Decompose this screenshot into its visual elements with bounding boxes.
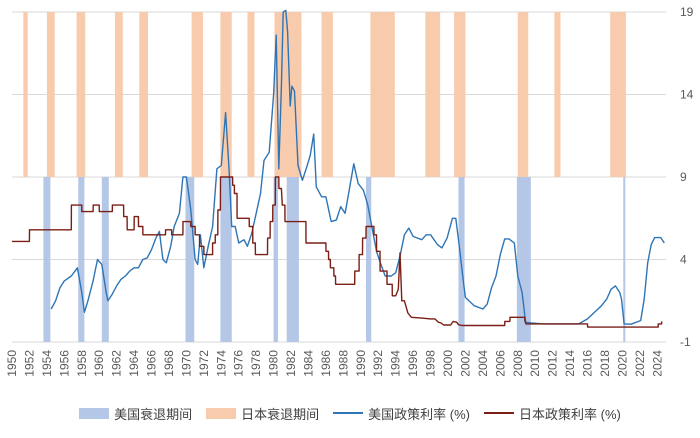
x-tick-label-1972: 1972 xyxy=(197,350,211,377)
legend-label-jp-recession: 日本衰退期间 xyxy=(241,406,320,422)
jp-recession-band-15 xyxy=(610,12,626,177)
x-tick-label-1988: 1988 xyxy=(336,350,350,377)
legend-swatch-jp-rate xyxy=(484,412,515,414)
legend-swatch-us-recession xyxy=(79,407,110,419)
legend: 美国衰退期间 日本衰退期间 美国政策利率 (%) 日本政策利率 (%) xyxy=(0,401,700,425)
x-tick-label-1990: 1990 xyxy=(354,350,368,377)
jp-recession-bands xyxy=(23,12,626,177)
jp-recession-band-9 xyxy=(321,12,333,177)
legend-label-us-recession: 美国衰退期间 xyxy=(114,406,193,422)
legend-item-jp-recession: 日本衰退期间 xyxy=(206,404,319,423)
x-tick-label-2012: 2012 xyxy=(546,350,560,377)
x-tick-label-1986: 1986 xyxy=(319,350,333,377)
y-tick-label-3: 4 xyxy=(680,253,687,267)
jp-recession-band-14 xyxy=(554,12,561,177)
us-recession-band-4 xyxy=(220,177,232,342)
x-tick-label-2024: 2024 xyxy=(650,350,664,377)
x-tick-label-1966: 1966 xyxy=(145,350,159,377)
x-tick-label-2016: 2016 xyxy=(581,350,595,377)
x-tick-label-1980: 1980 xyxy=(267,350,281,377)
x-tick-label-1958: 1958 xyxy=(75,350,89,377)
us-recession-band-5 xyxy=(273,177,278,342)
legend-item-us-recession: 美国衰退期间 xyxy=(79,404,192,423)
legend-swatch-jp-recession xyxy=(206,407,237,419)
x-tick-label-2004: 2004 xyxy=(476,350,490,377)
jp-recession-band-0 xyxy=(23,12,28,177)
legend-swatch-us-rate xyxy=(333,412,364,414)
us-recession-band-3 xyxy=(185,177,195,342)
x-tick-label-1962: 1962 xyxy=(110,350,124,377)
x-tick-label-2008: 2008 xyxy=(511,350,525,377)
rate-lines xyxy=(12,9,665,328)
jp-recession-band-12 xyxy=(454,12,466,177)
legend-label-jp-rate: 日本政策利率 (%) xyxy=(519,406,621,422)
axis-ticks: 19 14 9 4 -1 1950 1952 1954 1956 1958 1960 1962 1964… xyxy=(5,5,694,377)
us-recession-bands xyxy=(43,177,626,342)
x-tick-label-2002: 2002 xyxy=(458,350,472,377)
us-recession-band-9 xyxy=(516,177,531,342)
y-tick-label-0: 19 xyxy=(680,5,694,19)
x-tick-label-2000: 2000 xyxy=(441,350,455,377)
us-rate-line xyxy=(50,9,665,325)
jp-recession-band-3 xyxy=(114,12,123,177)
x-tick-label-1968: 1968 xyxy=(162,350,176,377)
x-tick-label-1992: 1992 xyxy=(371,350,385,377)
x-tick-label-2018: 2018 xyxy=(598,350,612,377)
legend-item-us-rate: 美国政策利率 (%) xyxy=(333,404,470,423)
jp-recession-band-1 xyxy=(46,12,55,177)
x-tick-label-1978: 1978 xyxy=(249,350,263,377)
x-tick-label-1964: 1964 xyxy=(127,350,141,377)
x-tick-label-1950: 1950 xyxy=(5,350,19,377)
jp-recession-band-7 xyxy=(247,12,255,177)
x-tick-label-2006: 2006 xyxy=(493,350,507,377)
jp-rate-line xyxy=(12,176,663,328)
jp-recession-band-10 xyxy=(370,12,395,177)
x-tick-label-1984: 1984 xyxy=(301,350,315,377)
y-tick-label-4: -1 xyxy=(680,335,691,349)
jp-recession-band-13 xyxy=(517,12,529,177)
us-recession-band-2 xyxy=(101,177,109,342)
x-tick-label-1954: 1954 xyxy=(40,350,54,377)
x-tick-label-1952: 1952 xyxy=(22,350,36,377)
x-tick-label-1976: 1976 xyxy=(232,350,246,377)
jp-recession-band-4 xyxy=(139,12,149,177)
x-tick-label-1974: 1974 xyxy=(214,350,228,377)
us-recession-band-10 xyxy=(623,177,626,342)
gridlines xyxy=(12,11,666,343)
jp-recession-band-5 xyxy=(191,12,203,177)
y-tick-label-1: 14 xyxy=(680,88,694,102)
x-tick-label-1998: 1998 xyxy=(424,350,438,377)
us-recession-band-7 xyxy=(366,177,372,342)
jp-recession-band-2 xyxy=(76,12,86,177)
y-tick-label-2: 9 xyxy=(680,170,687,184)
x-tick-label-2010: 2010 xyxy=(528,350,542,377)
us-recession-band-0 xyxy=(43,177,51,342)
us-recession-band-1 xyxy=(78,177,85,342)
x-tick-label-1956: 1956 xyxy=(57,350,71,377)
legend-label-us-rate: 美国政策利率 (%) xyxy=(368,406,471,422)
x-tick-label-2020: 2020 xyxy=(615,350,629,377)
x-tick-label-1996: 1996 xyxy=(406,350,420,377)
chart-svg: 19 14 9 4 -1 1950 1952 1954 1956 1958 1960 1962 1964… xyxy=(5,5,694,377)
jp-recession-band-6 xyxy=(220,12,232,177)
x-tick-label-1994: 1994 xyxy=(389,350,403,377)
x-tick-label-1970: 1970 xyxy=(179,350,193,377)
x-tick-label-2014: 2014 xyxy=(563,350,577,377)
x-tick-label-1982: 1982 xyxy=(284,350,298,377)
x-tick-label-1960: 1960 xyxy=(92,350,106,377)
us-recession-band-6 xyxy=(286,177,299,342)
jp-recession-band-11 xyxy=(425,12,441,177)
x-tick-label-2022: 2022 xyxy=(633,350,647,377)
legend-item-jp-rate: 日本政策利率 (%) xyxy=(484,404,621,423)
